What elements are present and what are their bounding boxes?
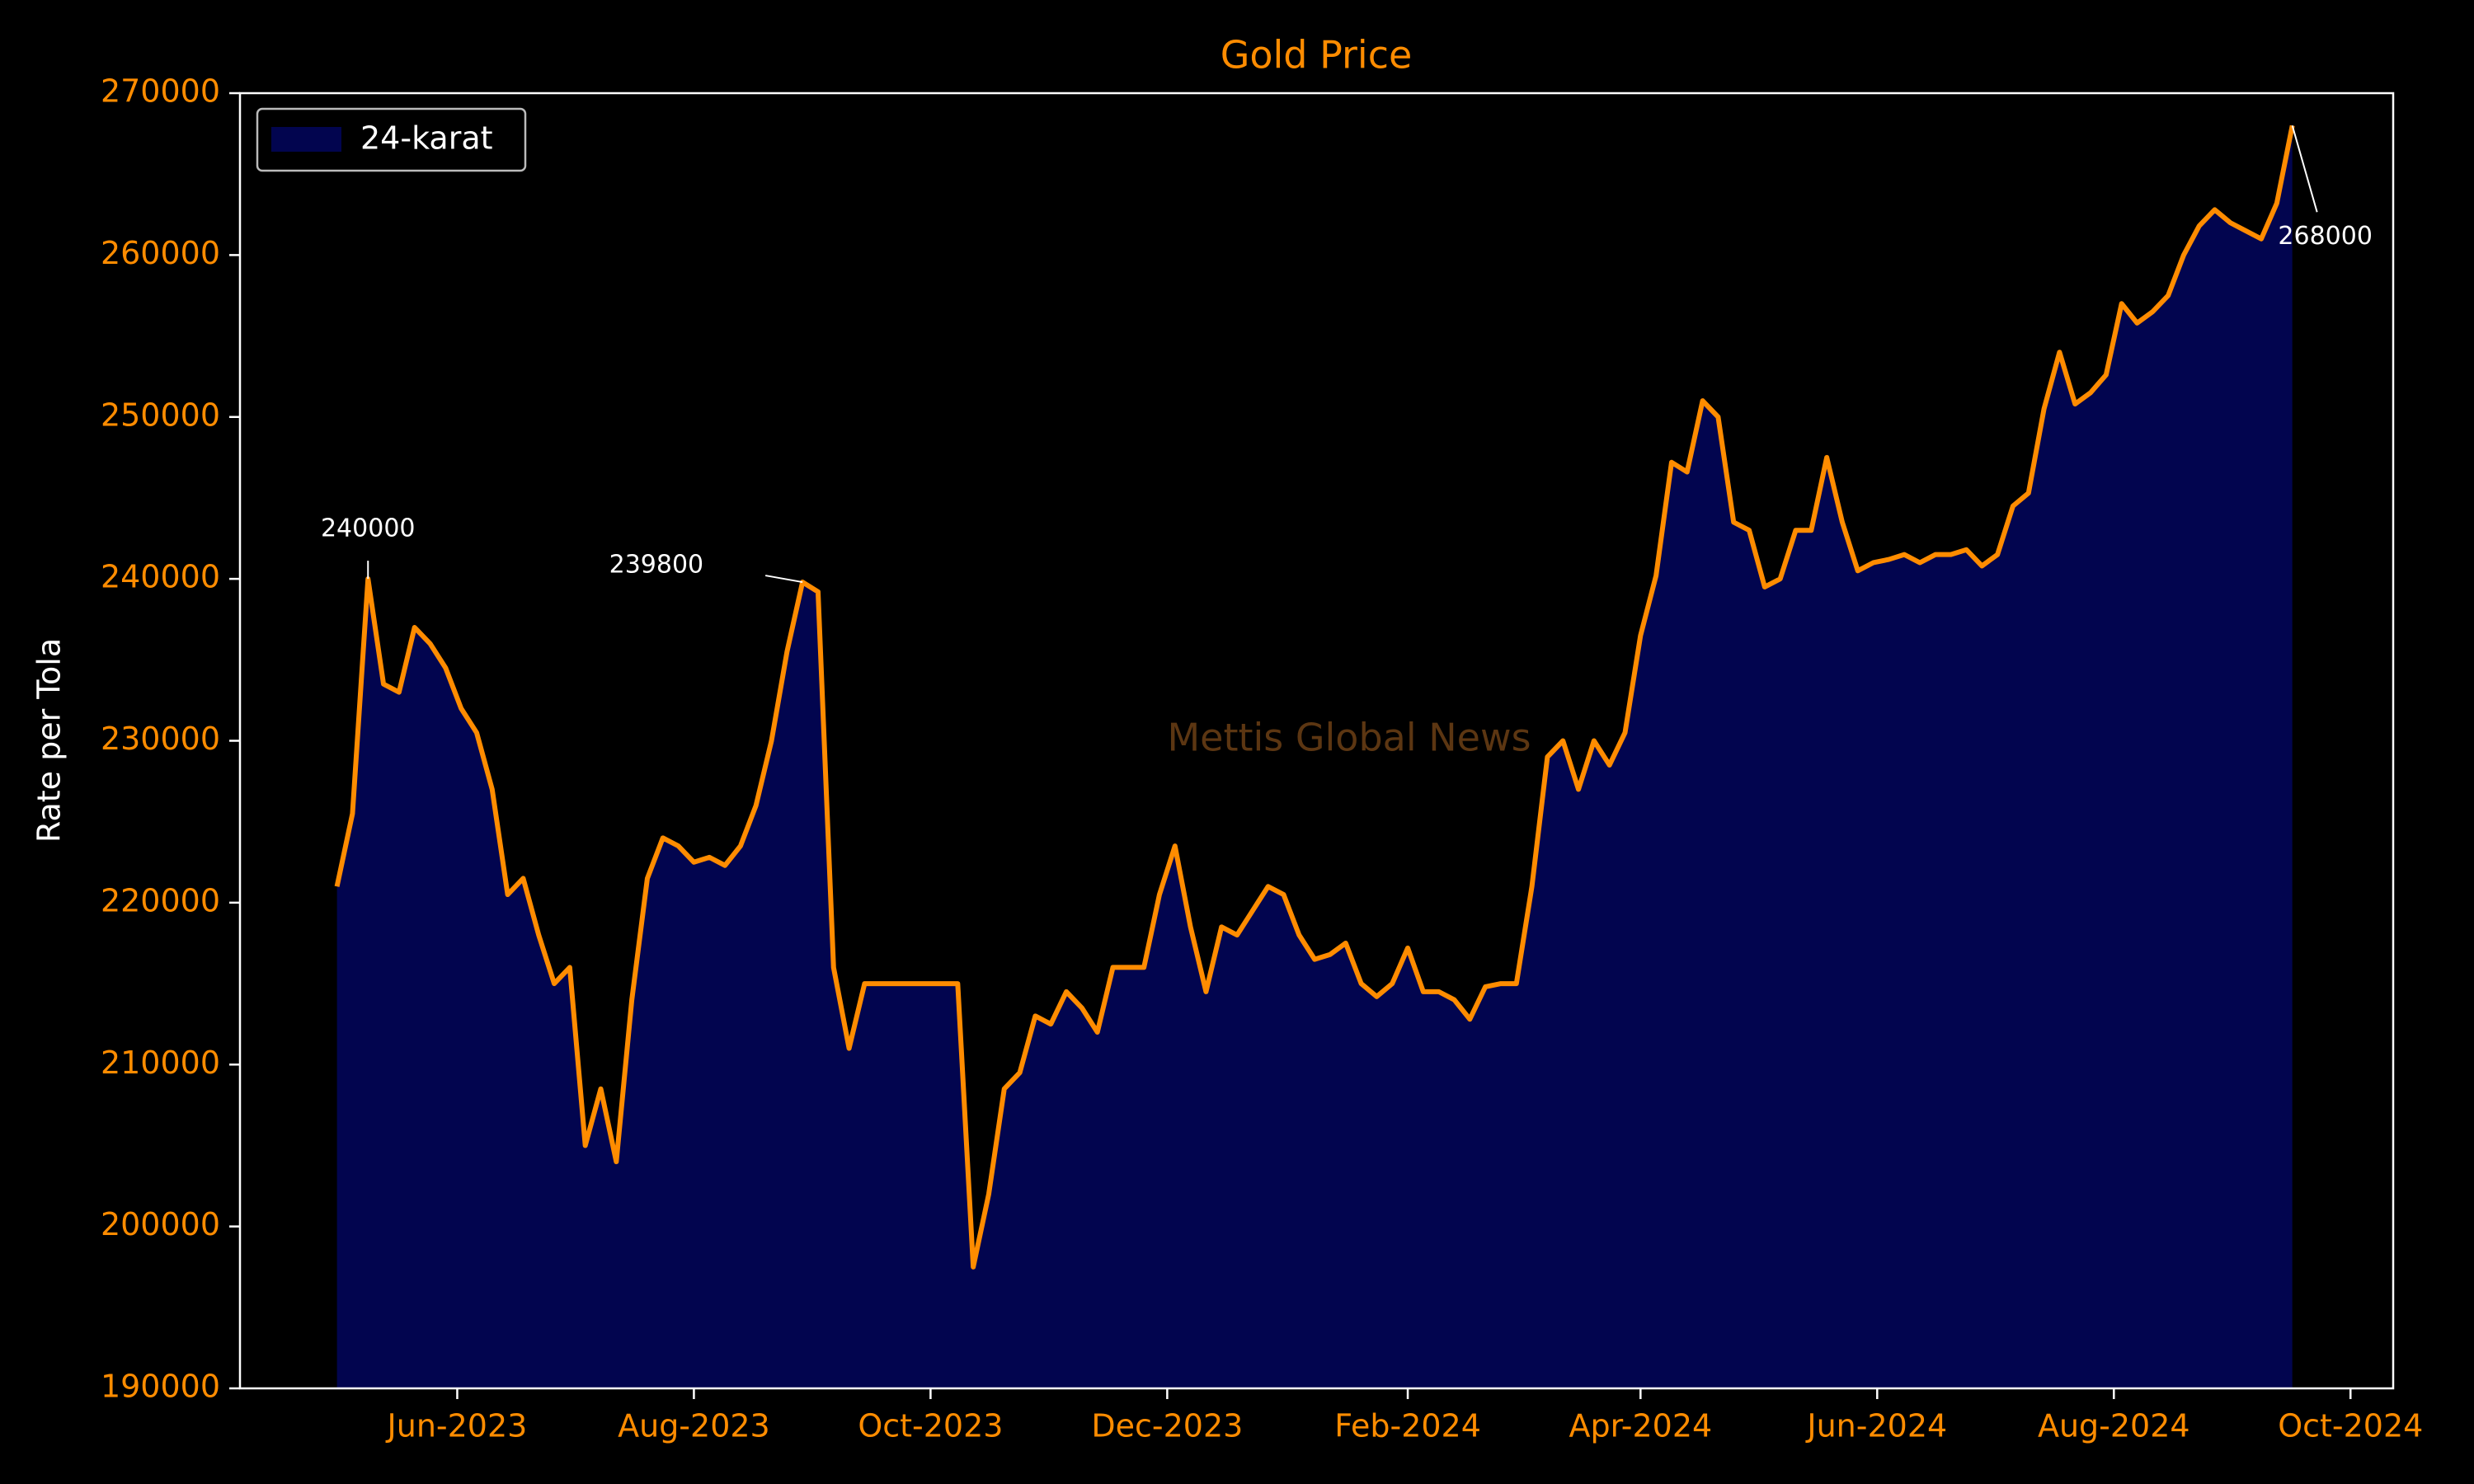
watermark: Mettis Global News (1167, 716, 1531, 760)
x-tick-label: Feb-2024 (1334, 1408, 1481, 1444)
y-tick-label: 250000 (101, 397, 220, 433)
chart-title: Gold Price (1221, 33, 1413, 77)
y-tick-label: 200000 (101, 1206, 220, 1242)
annotation-line (2291, 125, 2318, 213)
annotation-line (764, 575, 803, 584)
x-tick-label: Jun-2024 (1805, 1408, 1947, 1444)
x-tick-label: Oct-2023 (858, 1408, 1003, 1444)
x-tick-label: Aug-2024 (2038, 1408, 2190, 1444)
x-tick-label: Dec-2023 (1091, 1408, 1243, 1444)
legend-box (256, 107, 527, 172)
y-tick-label: 210000 (101, 1045, 220, 1081)
y-tick-label: 190000 (101, 1369, 220, 1405)
x-tick-label: Jun-2023 (386, 1408, 528, 1444)
legend-label: 24-karat (360, 120, 493, 157)
y-tick-label: 240000 (101, 559, 220, 595)
x-tick-label: Apr-2024 (1569, 1408, 1712, 1444)
y-axis-label: Rate per Tola (31, 638, 68, 843)
annotation-label: 268000 (2278, 222, 2373, 251)
y-tick-label: 260000 (101, 235, 220, 271)
area (336, 125, 2293, 1388)
annotation-label: 239800 (609, 551, 704, 580)
x-tick-label: Aug-2023 (618, 1408, 770, 1444)
legend-swatch (271, 127, 341, 152)
y-tick-label: 270000 (101, 73, 220, 110)
y-tick-label: 220000 (101, 882, 220, 918)
y-tick-label: 230000 (101, 721, 220, 757)
x-tick-label: Oct-2024 (2278, 1408, 2423, 1444)
line (334, 124, 2295, 1270)
annotation-label: 240000 (321, 514, 416, 543)
